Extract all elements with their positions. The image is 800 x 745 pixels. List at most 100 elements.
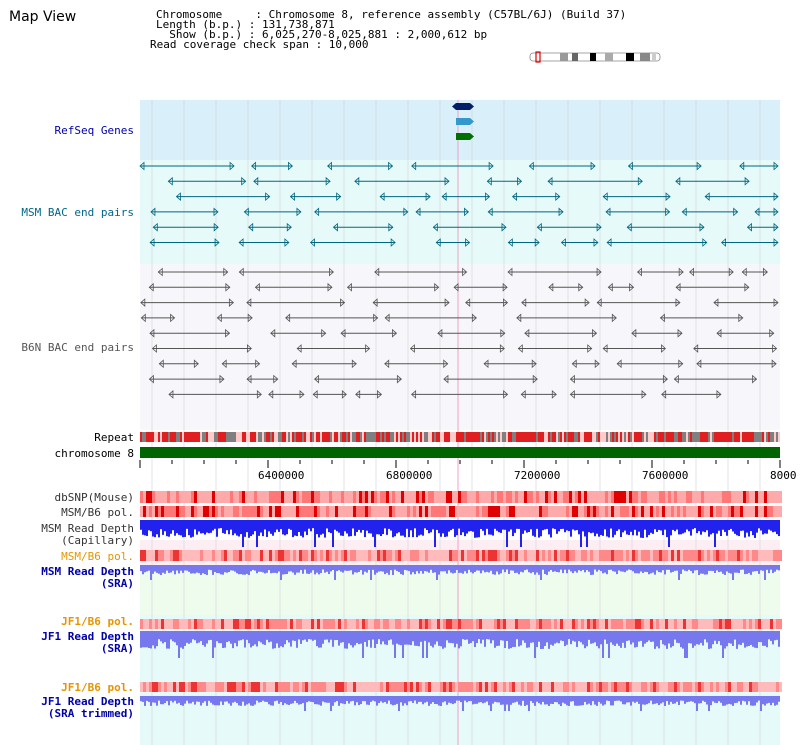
repeat-segment — [238, 432, 240, 442]
jf1-depth-sra-bar — [528, 631, 530, 648]
jf1-depth-trim-bar — [760, 696, 762, 711]
jf1-depth-trim-bar — [532, 696, 534, 703]
jf1-depth-sra-bar — [462, 631, 464, 640]
msm-depth-sra-bar — [150, 565, 152, 580]
msm-depth-sra-bar — [292, 565, 294, 573]
repeat-segment — [340, 432, 342, 442]
jf1-depth-sra-bar — [154, 631, 156, 649]
refseq-label[interactable]: RefSeq Genes — [54, 124, 134, 137]
jf1-depth-trim-bar — [548, 696, 550, 706]
repeat-segment — [298, 432, 300, 442]
msm-depth-sra-bar — [590, 565, 592, 575]
jf1-depth-sra-bar — [300, 631, 302, 644]
b6n-bac-pair-end — [341, 390, 347, 399]
jf1-depth-sra-bar — [576, 631, 578, 647]
msm-depth-sra-bar — [296, 565, 298, 573]
jf1-depth-trim-bar — [388, 696, 390, 701]
msm-depth-cap-bar — [260, 520, 262, 533]
jf1-pol-cell — [452, 619, 455, 629]
jf1-pol2-cell — [335, 682, 338, 692]
jf1-depth-sra-bar — [226, 631, 228, 643]
repeat-segment — [610, 432, 612, 442]
repeat-segment — [494, 432, 496, 442]
msm-depth-cap-bar — [280, 520, 282, 530]
b6n-bac-pair-end — [329, 267, 335, 277]
msm-depth-sra-bar — [166, 565, 168, 571]
msm-depth-sra-bar — [270, 565, 272, 574]
repeat-segment — [584, 432, 586, 442]
msm-depth-sra-bar — [192, 565, 194, 574]
msm-depth-cap-bar — [726, 520, 728, 536]
msm-depth-cap-bar — [402, 520, 404, 536]
msm-pol2-cell — [227, 550, 230, 561]
msm-depth-cap-bar — [444, 520, 446, 537]
jf1-pol-cell — [530, 619, 533, 629]
jf1-pol-cell — [266, 619, 269, 629]
repeat-segment — [594, 432, 596, 442]
jf1-pol2-cell — [536, 682, 539, 692]
jf1-depth-trim-bar — [750, 696, 752, 706]
msm-pol-cell — [707, 506, 710, 517]
dbsnp-cell — [641, 491, 644, 503]
msm-depth-cap-bar — [238, 520, 240, 537]
msm-depth-sra-bar — [632, 565, 634, 572]
jf1-depth-trim-bar — [278, 696, 280, 704]
msm-bac-pair-end — [627, 161, 633, 171]
jf1-depth-trim-bar — [484, 696, 486, 703]
jf1-pol2-cell — [632, 682, 635, 692]
msm-pol-cell — [188, 506, 191, 517]
jf1-depth-sra-bar — [666, 631, 668, 649]
msm-pol-cell — [413, 506, 416, 517]
b6n-bac-label[interactable]: B6N BAC end pairs — [21, 341, 134, 354]
msm-depth-sra-bar — [606, 565, 608, 575]
dbsnp-cell — [695, 491, 698, 503]
jf1-depth-trim-bar — [260, 696, 262, 703]
msm-pol2-cell — [641, 550, 644, 561]
msm-pol2-cell — [428, 550, 431, 561]
jf1-depth-trim-bar — [672, 696, 674, 704]
jf1-depth-trim-bar — [384, 696, 386, 703]
b6n-bac-pair-end — [377, 390, 383, 399]
jf1-pol-cell — [578, 619, 581, 629]
jf1-depth-trim-bar — [492, 696, 494, 704]
jf1-depth-trim-bar — [624, 696, 626, 705]
jf1-depth-sra-bar — [338, 631, 340, 646]
jf1-depth-sra-bar — [418, 631, 420, 647]
msm-depth-cap-bar — [282, 520, 284, 535]
b6n-bac-pair-end — [327, 282, 333, 292]
jf1-depth-sra-bar — [518, 631, 520, 647]
msm-depth-cap-bar — [194, 520, 196, 530]
msm-depth-cap-bar — [222, 520, 224, 534]
msm-pol2-cell — [278, 550, 281, 561]
repeat-segment — [648, 432, 650, 442]
repeat-segment — [700, 432, 702, 442]
jf1-depth-trim-bar — [396, 696, 398, 704]
jf1-depth-trim-bar — [292, 696, 294, 704]
msm-depth-sra-bar — [308, 565, 310, 574]
msm-depth-cap-bar — [714, 520, 716, 547]
jf1-pol-cell — [500, 619, 503, 629]
msm-pol2-cell — [623, 550, 626, 561]
msm-bac-label[interactable]: MSM BAC end pairs — [21, 206, 134, 219]
msm-depth-cap-bar — [536, 520, 538, 529]
dbsnp-cell — [509, 491, 512, 503]
msm-bac-pair-end — [681, 207, 687, 217]
repeat-segment — [266, 432, 268, 442]
jf1-pol2-cell — [263, 682, 266, 692]
msm-pol-cell — [716, 506, 719, 517]
jf1-pol-cell — [287, 619, 290, 629]
msm-depth-cap-bar — [426, 520, 428, 530]
msm-depth-cap-bar — [438, 520, 440, 534]
jf1-depth-sra-bar — [386, 631, 388, 645]
repeat-segment — [146, 432, 148, 442]
msm-depth-cap-bar — [350, 520, 352, 537]
msm-depth-sra-bar — [276, 565, 278, 574]
jf1-depth-sra-bar — [452, 631, 454, 644]
msm-pol2-cell — [632, 550, 635, 561]
dbsnp-cell — [494, 491, 497, 503]
jf1-pol-cell — [209, 619, 212, 629]
jf1-pol-cell — [533, 619, 536, 629]
msm-pol2-cell — [488, 550, 491, 561]
msm-depth-cap-bar — [718, 520, 720, 531]
msm-pol-cell — [266, 506, 269, 517]
